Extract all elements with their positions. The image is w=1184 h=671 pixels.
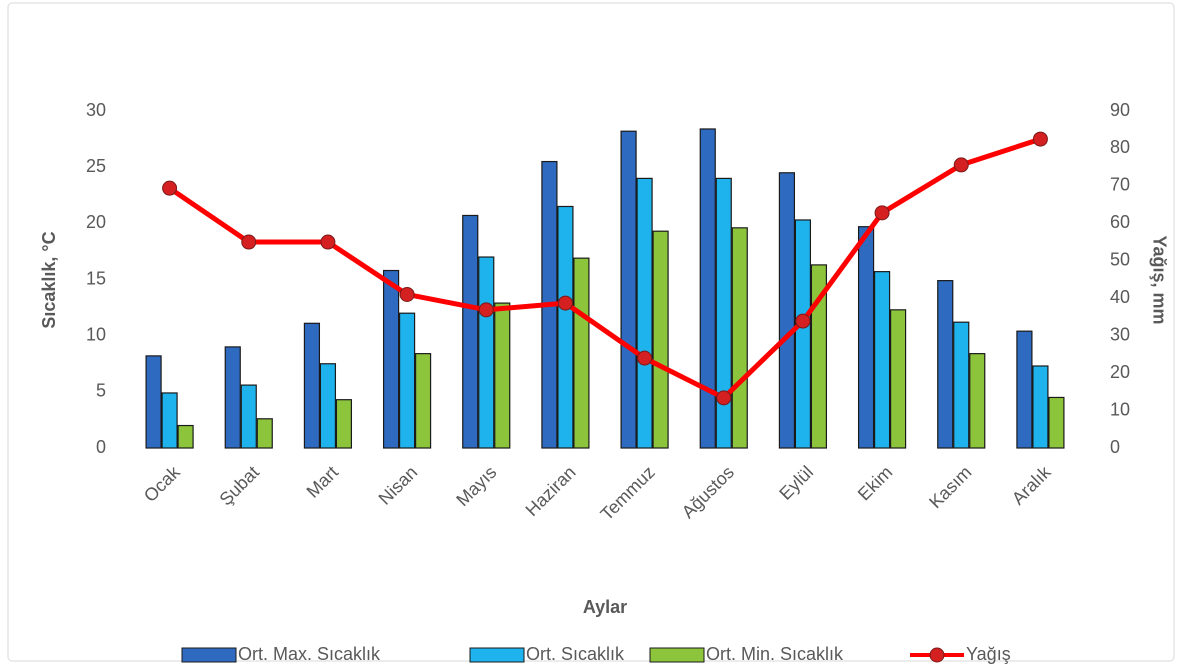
line-marker (716, 390, 732, 406)
y-tick-label: 5 (96, 381, 106, 401)
y2-tick-label: 90 (1110, 100, 1130, 120)
bar (699, 128, 716, 449)
bar (953, 321, 970, 449)
y-tick-label: 15 (86, 268, 106, 288)
bar (652, 230, 669, 449)
line (168, 136, 1042, 401)
bar (1032, 365, 1049, 449)
y2-tick-label: 70 (1110, 175, 1130, 195)
y2-tick-label: 10 (1110, 399, 1130, 419)
bar (462, 214, 479, 449)
line-marker (162, 180, 178, 196)
y-tick-label: 20 (86, 212, 106, 232)
bar (303, 322, 321, 449)
bar (937, 280, 954, 449)
bar (857, 226, 875, 449)
line-marker (557, 295, 573, 311)
legend-swatch (649, 647, 705, 663)
legend-swatch (469, 647, 525, 663)
bar (636, 177, 653, 449)
x-axis-title: Aylar (583, 597, 627, 617)
y2-tick-label: 80 (1110, 137, 1130, 157)
line-marker (320, 234, 336, 250)
y2-tick-label: 60 (1110, 212, 1130, 232)
y2-tick-label: 30 (1110, 324, 1130, 344)
bar (478, 256, 495, 449)
y2-tick-label: 0 (1110, 437, 1120, 457)
bar (145, 355, 162, 449)
bar (319, 363, 337, 449)
line-marker (874, 205, 890, 221)
y-tick-label: 0 (96, 437, 106, 457)
line-marker (241, 234, 257, 250)
bar (161, 392, 178, 449)
bar (969, 353, 986, 449)
bar (240, 384, 257, 449)
bar (873, 271, 891, 449)
y-axis-title: Sıcaklık, °C (39, 231, 59, 328)
bar (398, 312, 416, 449)
bar (335, 399, 353, 449)
bar (778, 172, 796, 449)
line-marker (953, 157, 969, 173)
bar (810, 264, 828, 449)
bar (494, 302, 511, 449)
bar (177, 424, 194, 449)
y2-tick-label: 20 (1110, 362, 1130, 382)
line-marker (795, 313, 811, 329)
legend-label: Ort. Sıcaklık (526, 644, 625, 664)
y2-axis-title: Yağış, mm (1149, 235, 1169, 324)
bar (256, 418, 273, 449)
legend-label: Yağış (966, 644, 1011, 664)
bar (889, 309, 907, 449)
bar (1048, 396, 1065, 449)
bar (731, 227, 748, 449)
y2-tick-label: 40 (1110, 287, 1130, 307)
bar (573, 257, 590, 449)
line-marker (478, 302, 494, 318)
bar (382, 269, 400, 449)
y2-tick-label: 50 (1110, 250, 1130, 270)
bar (620, 130, 637, 449)
legend-swatch (181, 647, 237, 663)
legend-label: Ort. Max. Sıcaklık (238, 644, 381, 664)
bar (715, 177, 732, 449)
chart-frame (7, 2, 1175, 662)
bar (224, 346, 241, 449)
y-tick-label: 30 (86, 100, 106, 120)
bar (557, 205, 574, 449)
y-tick-label: 10 (86, 324, 106, 344)
bar (1016, 330, 1033, 449)
line-marker (399, 286, 415, 302)
line-marker (1032, 131, 1048, 147)
legend-swatch (929, 647, 945, 663)
line-marker (637, 350, 653, 366)
bar (414, 353, 432, 449)
bar (794, 219, 812, 449)
y-tick-label: 25 (86, 156, 106, 176)
legend-label: Ort. Min. Sıcaklık (706, 644, 844, 664)
